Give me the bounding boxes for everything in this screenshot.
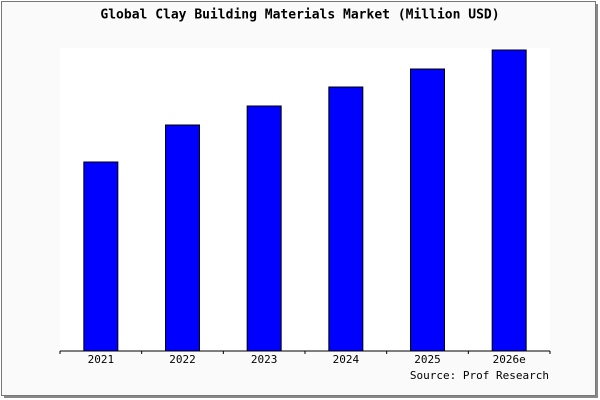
x-tick-label: 2023 (251, 353, 278, 366)
x-tick-label: 2021 (88, 353, 115, 366)
x-tick-label: 2025 (414, 353, 441, 366)
chart-title: Global Clay Building Materials Market (M… (100, 8, 499, 23)
bar (491, 49, 527, 352)
bar (246, 105, 282, 352)
bar (83, 161, 119, 352)
x-tick-label: 2024 (333, 353, 360, 366)
bar (165, 124, 200, 352)
source-note: Source: Prof Research (410, 369, 549, 382)
x-tick-label: 2026e (493, 353, 526, 366)
plot-area (60, 48, 550, 351)
bar (328, 86, 364, 352)
x-tick-label: 2022 (169, 353, 196, 366)
bar (410, 68, 445, 352)
